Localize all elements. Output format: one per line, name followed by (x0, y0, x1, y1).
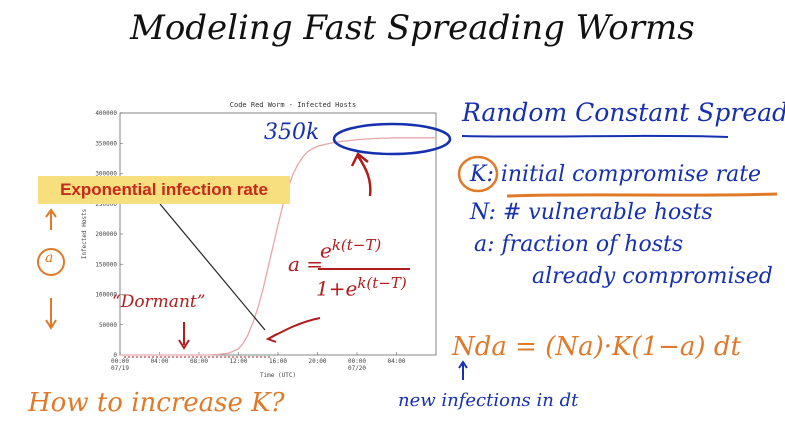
heading-underline (461, 134, 729, 138)
right-heading: Random Constant Spread (462, 98, 785, 127)
formula-numerator: ek(t−T) (320, 236, 381, 263)
up-arrow-icon (458, 360, 468, 380)
num-base: e (320, 238, 332, 263)
red-arrow-icon (350, 152, 372, 197)
def-text: already compromised (532, 264, 773, 289)
peak-circle (332, 122, 452, 156)
definition-k: K: initial compromise rate (470, 162, 761, 187)
formula-lhs: a = (288, 252, 324, 276)
question-text: How to increase K? (28, 388, 285, 418)
x-tick-label: 07/19 (111, 365, 129, 372)
k-circle (457, 155, 499, 193)
y-axis-label: Infected Hosts (81, 208, 88, 259)
peak-label: 350k (264, 120, 320, 145)
definition-a: a: fraction of hosts (474, 232, 683, 257)
den-exponent: k(t−T) (357, 274, 407, 292)
circled-a-marker (37, 208, 65, 330)
x-tick-label: 04:00 (150, 358, 168, 365)
k-underline (506, 192, 778, 198)
circled-a-label: a (45, 250, 54, 266)
infected-hosts-chart: Code Red Worm - Infected Hosts 0 50000 100… (81, 101, 437, 379)
x-axis-label: Time (UTC) (260, 372, 296, 379)
page-title: Modeling Fast Spreading Worms (130, 8, 695, 48)
den-base: 1+e (316, 276, 358, 301)
knee-arrow-icon (265, 317, 321, 343)
x-tick-label: 04:00 (387, 358, 405, 365)
x-tick-label: 16:00 (269, 358, 287, 365)
num-exponent: k(t−T) (331, 236, 382, 254)
x-tick-label: 00:00 (111, 358, 129, 365)
y-axis: 0 50000 100000 150000 200000 250000 300000 3500… (95, 110, 123, 359)
y-tick-label: 200000 (95, 231, 117, 238)
x-tick-label: 12:00 (229, 358, 247, 365)
def-text: : fraction of hosts (487, 232, 684, 257)
x-tick-label: 00:00 (348, 358, 366, 365)
callout-box: Exponential infection rate (38, 176, 290, 204)
fraction-bar (318, 268, 410, 270)
def-symbol: N (470, 200, 489, 225)
down-arrow-icon (178, 322, 190, 350)
definition-a-cont: already compromised (532, 264, 773, 289)
y-tick-label: 100000 (95, 292, 117, 299)
dormant-label: “Dormant” (112, 292, 206, 312)
callout-pointer (159, 203, 266, 331)
rate-equation: Nda = (Na)·K(1−a) dt (452, 332, 741, 362)
y-tick-label: 350000 (95, 140, 117, 147)
y-tick-label: 400000 (95, 110, 117, 117)
new-infections-label: new infections in dt (398, 390, 579, 411)
x-tick-label: 08:00 (190, 358, 208, 365)
y-tick-label: 300000 (95, 171, 117, 178)
def-symbol: a (474, 232, 488, 257)
y-tick-label: 150000 (95, 261, 117, 268)
formula-denominator: 1+ek(t−T) (316, 274, 407, 301)
x-tick-label: 07/20 (348, 365, 366, 372)
def-symbol: K (470, 162, 487, 187)
y-tick-label: 50000 (99, 322, 117, 329)
y-tick-label: 0 (113, 352, 117, 359)
chart-title: Code Red Worm - Infected Hosts (230, 101, 356, 109)
definition-n: N: # vulnerable hosts (470, 200, 713, 225)
def-text: : initial compromise rate (486, 162, 762, 187)
x-tick-label: 20:00 (308, 358, 326, 365)
def-text: : # vulnerable hosts (488, 200, 713, 225)
y-tick-label: 250000 (95, 201, 117, 208)
